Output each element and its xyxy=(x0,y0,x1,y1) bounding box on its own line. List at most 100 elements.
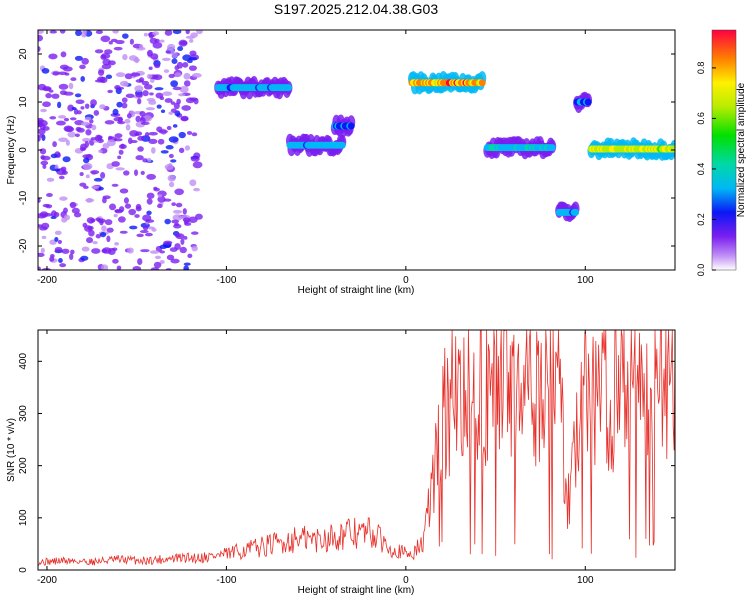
heatmap-cell xyxy=(146,210,152,216)
heatmap-cell xyxy=(98,149,103,153)
heatmap-cell xyxy=(182,217,191,223)
heatmap-cell xyxy=(114,133,123,139)
heatmap-cell xyxy=(191,132,198,137)
heatmap-cell xyxy=(584,98,592,106)
heatmap-cell xyxy=(113,213,118,218)
heatmap-cell xyxy=(102,197,107,204)
colorbar-tick-label: 0.6 xyxy=(696,112,706,125)
heatmap-cell xyxy=(174,65,180,71)
heatmap-cell xyxy=(171,58,178,65)
heatmap-cell xyxy=(478,79,486,87)
heatmap-cell xyxy=(105,74,113,80)
heatmap-cell xyxy=(58,175,65,180)
colorbar-gradient xyxy=(711,29,737,271)
heatmap-cell xyxy=(106,139,116,147)
heatmap-cell xyxy=(52,71,60,76)
heatmap-cell xyxy=(168,181,175,188)
heatmap-cell xyxy=(93,177,103,182)
heatmap-cell xyxy=(54,246,63,252)
snr-y-tick-label: 400 xyxy=(18,353,29,370)
heatmap-cell xyxy=(173,223,182,229)
heatmap-cell xyxy=(172,30,182,35)
heatmap-cell xyxy=(178,131,186,139)
heatmap-cell xyxy=(60,51,67,58)
heatmap-cell xyxy=(140,249,150,253)
heatmap-cell xyxy=(64,126,75,133)
heatmap-cell xyxy=(102,58,111,66)
heatmap-cell xyxy=(42,101,51,108)
heatmap-cell xyxy=(122,53,128,61)
heatmap-cell xyxy=(148,131,158,136)
heatmap-cell xyxy=(99,104,106,110)
heatmap-cell xyxy=(106,235,111,243)
heatmap-cell xyxy=(179,85,189,93)
heatmap-cell xyxy=(70,249,75,255)
heatmap-cell xyxy=(138,77,145,83)
heatmap-cell xyxy=(98,186,104,191)
heatmap-cell xyxy=(42,86,52,92)
heatmap-cell xyxy=(122,33,129,39)
heatmap-cell xyxy=(152,31,160,36)
heatmap-cell xyxy=(180,115,189,122)
heatmap-cell xyxy=(153,186,158,190)
colorbar-label: Normalized spectral amplitude xyxy=(736,82,747,217)
heatmap-cell xyxy=(40,160,49,166)
heatmap-cell xyxy=(99,231,107,238)
heatmap-cell xyxy=(124,118,131,124)
heatmap-cell xyxy=(166,125,172,131)
heatmap-cell xyxy=(160,109,166,114)
heatmap-cell xyxy=(159,96,165,101)
heatmap-cell xyxy=(76,110,82,115)
heatmap-cell xyxy=(38,46,41,52)
heatmap-cell xyxy=(68,82,74,90)
heatmap-cell xyxy=(159,39,165,43)
heatmap-cell xyxy=(171,52,178,59)
snr-panel: -200 -100 0 100 0 100 200 300 400 Height of stra… xyxy=(6,329,676,596)
heatmap-cell xyxy=(56,120,66,126)
heatmap-cell xyxy=(75,99,85,104)
heatmap-cell xyxy=(81,57,89,65)
heatmap-cell xyxy=(153,261,162,269)
heatmap-cell xyxy=(89,119,94,124)
heatmap-cell xyxy=(113,46,123,51)
heatmap-cell xyxy=(125,93,135,99)
heatmap-cell xyxy=(118,149,124,155)
heatmap-cell xyxy=(185,30,190,35)
heatmap-cell xyxy=(39,211,49,218)
heatmap-cell xyxy=(154,63,161,69)
heatmap-marks xyxy=(38,30,675,270)
colorbar-tick-label: 0.2 xyxy=(696,213,706,226)
heatmap-cell xyxy=(144,131,150,138)
heatmap-cell xyxy=(38,224,43,228)
heatmap-cell xyxy=(67,104,75,112)
snr-frame xyxy=(37,329,676,571)
heatmap-cell xyxy=(188,216,198,223)
heatmap-cell xyxy=(150,147,156,154)
heatmap-cell xyxy=(84,140,90,148)
heatmap-cell xyxy=(91,185,100,190)
heatmap-cell xyxy=(86,217,95,224)
heatmap-cell xyxy=(71,207,80,214)
colorbar-tick-label: 0.8 xyxy=(696,62,706,75)
heatmap-cell xyxy=(49,116,57,120)
heatmap-cell xyxy=(108,40,113,45)
heatmap-cell xyxy=(170,258,180,264)
heatmap-cell xyxy=(284,84,292,92)
heatmap-cell xyxy=(80,255,89,261)
snr-y-axis-label: SNR (10 * v/v) xyxy=(6,418,17,482)
heatmap-cell xyxy=(163,69,170,73)
heatmap-cell xyxy=(74,55,83,61)
heatmap-x-tick-label: 0 xyxy=(403,275,409,286)
heatmap-cell xyxy=(186,130,193,135)
heatmap-cell xyxy=(57,115,67,119)
heatmap-cell xyxy=(112,258,119,264)
heatmap-cell xyxy=(187,253,193,259)
heatmap-cell xyxy=(189,50,197,56)
heatmap-cell xyxy=(185,35,196,40)
heatmap-cell xyxy=(49,30,58,34)
heatmap-cell xyxy=(98,69,105,76)
heatmap-cell xyxy=(175,202,183,208)
heatmap-cell xyxy=(190,231,199,235)
